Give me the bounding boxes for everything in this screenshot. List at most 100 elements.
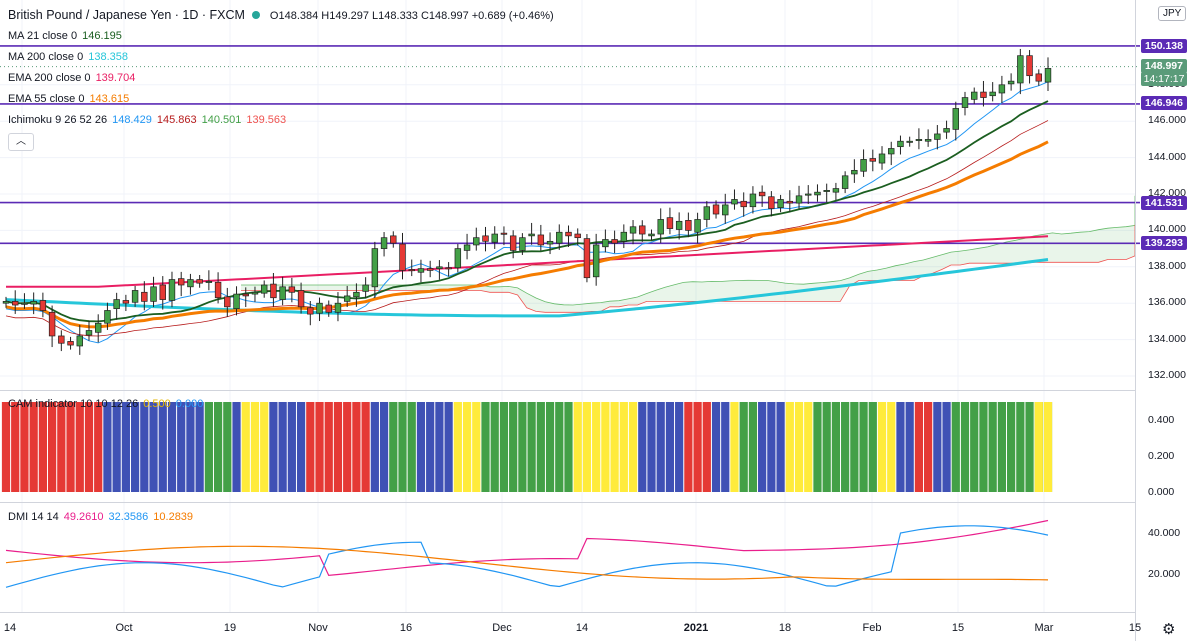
- time-axis-label: 16: [399, 622, 413, 634]
- candle: [805, 193, 812, 196]
- price-axis-border: [1135, 0, 1136, 641]
- cam-bar: [785, 402, 794, 492]
- currency-badge[interactable]: JPY: [1158, 6, 1187, 21]
- cam-bar: [379, 402, 389, 492]
- candle: [722, 204, 729, 216]
- cam-bar: [140, 402, 149, 492]
- candle: [915, 139, 923, 141]
- candle: [482, 235, 489, 242]
- cam-bar: [592, 402, 601, 492]
- candle: [1035, 73, 1042, 82]
- candle: [279, 286, 286, 300]
- candle: [85, 330, 93, 336]
- dmi-plus-line: [5, 525, 1049, 588]
- cam-bar: [628, 402, 638, 492]
- cam-bar: [509, 402, 518, 492]
- candle: [546, 240, 554, 245]
- candle: [1007, 80, 1015, 85]
- legend-ema55[interactable]: EMA 55 close 0 143.615: [8, 93, 130, 105]
- cam-bar: [850, 402, 859, 492]
- cam-bar: [472, 402, 481, 492]
- candle: [786, 200, 794, 204]
- cam-bar: [158, 402, 167, 492]
- cam-bar: [250, 402, 260, 492]
- cam-bar: [389, 402, 398, 492]
- candle: [620, 231, 628, 242]
- candle: [380, 237, 388, 249]
- cam-bar: [758, 402, 767, 492]
- level-tag-sup2: 139.293: [1141, 236, 1187, 250]
- dmi-minus-line: [5, 545, 1049, 581]
- level-tag-res2: 146.946: [1141, 96, 1187, 110]
- cam-bar: [960, 402, 970, 492]
- candle: [888, 148, 895, 155]
- candle: [445, 267, 452, 270]
- cam-bar: [831, 402, 841, 492]
- cam-bar: [1043, 402, 1053, 492]
- collapse-legend-button[interactable]: ︿: [8, 133, 34, 151]
- legend-ema200[interactable]: EMA 200 close 0 139.704: [8, 72, 136, 84]
- cam-bar: [601, 402, 610, 492]
- cam-bar: [444, 402, 453, 492]
- settings-gear-icon[interactable]: ⚙: [1162, 621, 1176, 638]
- cam-bar: [518, 402, 527, 492]
- candle: [823, 190, 830, 192]
- dmi-axis-label: 20.000: [1148, 568, 1181, 580]
- cam-bar: [278, 402, 287, 492]
- candle: [417, 268, 425, 273]
- pane-divider-dmi[interactable]: [0, 502, 1135, 503]
- candle: [224, 296, 231, 308]
- cam-bar: [435, 402, 444, 492]
- legend-cam[interactable]: CAM indicator 10 10 12 26 0.500 0.000: [8, 398, 204, 410]
- cam-bar: [232, 402, 241, 492]
- cam-bar: [730, 402, 739, 492]
- candle: [556, 231, 563, 244]
- cam-bar: [794, 402, 804, 492]
- legend-ichimoku[interactable]: Ichimoku 9 26 52 26 148.429 145.863 140.501…: [8, 114, 287, 126]
- cam-bar: [241, 402, 250, 492]
- cam-bar: [887, 402, 896, 492]
- cam-bar: [177, 402, 186, 492]
- candle: [860, 159, 867, 172]
- candle: [39, 300, 47, 311]
- cam-bar: [204, 402, 213, 492]
- candle: [1017, 55, 1024, 84]
- candle: [251, 291, 259, 295]
- legend-dmi[interactable]: DMI 14 14 49.2610 32.3586 10.2839: [8, 511, 194, 523]
- candle: [325, 304, 332, 313]
- cam-bar: [426, 402, 435, 492]
- candle: [297, 290, 305, 308]
- cam-bar: [195, 402, 204, 492]
- ma200-line: [5, 258, 1049, 318]
- candle: [768, 196, 775, 209]
- cam-bar: [462, 402, 472, 492]
- candle: [611, 239, 618, 244]
- cam-bar: [527, 402, 536, 492]
- symbol-title[interactable]: British Pound / Japanese Yen · 1D · FXCM: [8, 8, 245, 22]
- candle: [971, 91, 978, 100]
- cam-bar: [951, 402, 960, 492]
- candle: [113, 299, 120, 310]
- candle: [76, 335, 83, 347]
- candle: [454, 248, 462, 269]
- cam-bar: [370, 402, 379, 492]
- candle: [565, 231, 572, 237]
- legend-ma21[interactable]: MA 21 close 0 146.195: [8, 30, 122, 42]
- level-tag-sup1: 141.531: [1141, 196, 1187, 210]
- cam-bar: [343, 402, 352, 492]
- pane-divider-cam[interactable]: [0, 390, 1135, 391]
- ichimoku-cloud: [241, 195, 1135, 313]
- candle: [952, 108, 959, 130]
- cam-bar: [94, 402, 103, 492]
- ma21-line: [5, 100, 1049, 323]
- ema55-line: [5, 140, 1049, 329]
- cam-bar: [269, 402, 278, 492]
- bar-countdown: 14:17:17: [1141, 72, 1187, 86]
- kijun-line: [5, 120, 1049, 337]
- legend-ma200[interactable]: MA 200 close 0 138.358: [8, 51, 128, 63]
- cam-bar: [490, 402, 499, 492]
- candle: [583, 238, 591, 279]
- symbol-header[interactable]: British Pound / Japanese Yen · 1D · FXCM…: [8, 8, 554, 22]
- candle: [685, 220, 692, 231]
